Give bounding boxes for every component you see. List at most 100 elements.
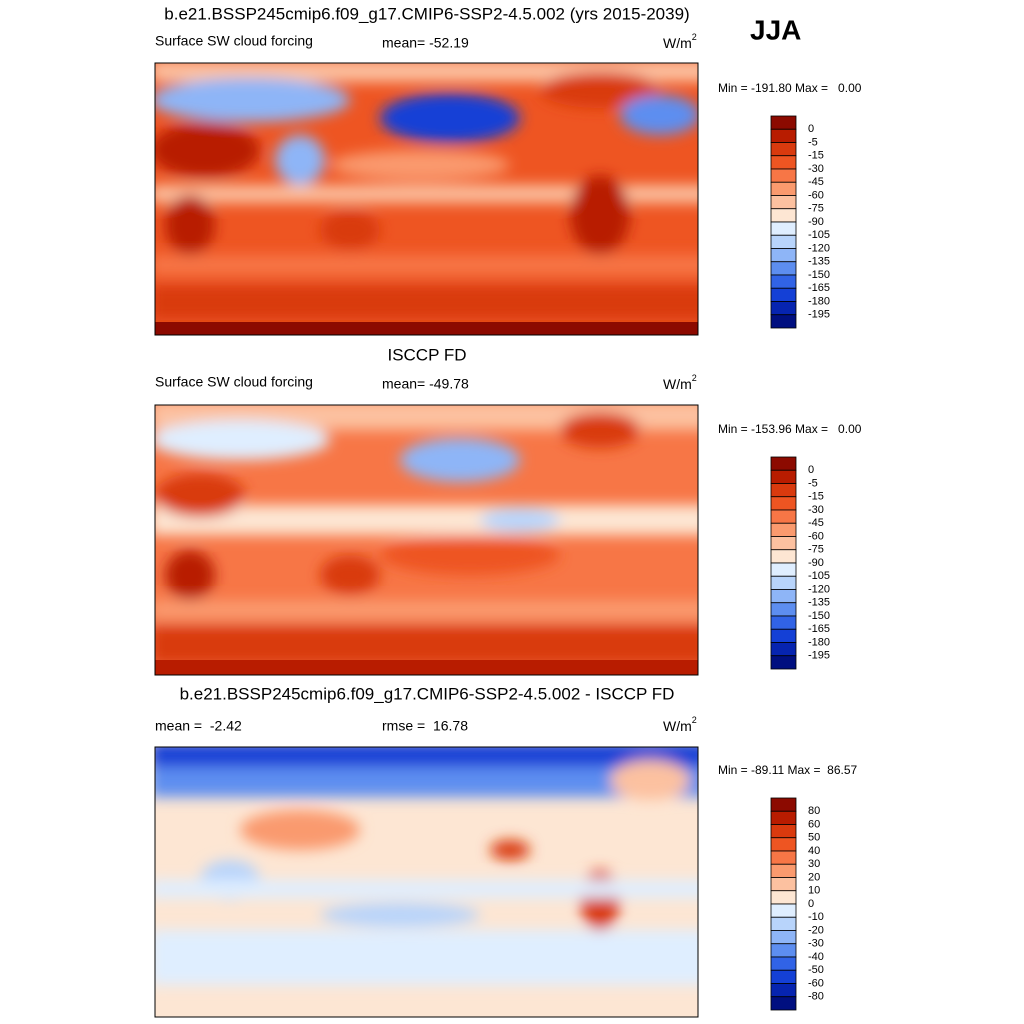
colorbar-box [770, 261, 797, 276]
colorbar-box [770, 969, 797, 984]
colorbar-label: -135 [808, 597, 830, 609]
colorbar-label: -90 [808, 557, 824, 569]
colorbar-label: -120 [808, 242, 830, 254]
colorbar-box [770, 903, 797, 918]
map [155, 747, 698, 1017]
colorbar-box [770, 996, 797, 1011]
colorbar-label: -165 [808, 623, 830, 635]
colorbar-box [770, 509, 797, 524]
center-label: mean= -52.19 [382, 35, 469, 51]
colorbar-label: 30 [808, 858, 820, 870]
left-label: Surface SW cloud forcing [155, 33, 313, 49]
colorbar-box [770, 128, 797, 143]
colorbar-label: -40 [808, 951, 824, 963]
colorbar-box [770, 655, 797, 670]
colorbar-box [770, 115, 797, 130]
colorbar-box [770, 890, 797, 905]
colorbar-box [770, 195, 797, 210]
colorbar-label: -30 [808, 504, 824, 516]
colorbar-label: 40 [808, 845, 820, 857]
colorbar-label: -75 [808, 544, 824, 556]
colorbar-label: -150 [808, 269, 830, 281]
colorbar-box [770, 562, 797, 577]
colorbar-box [770, 536, 797, 551]
colorbar-label: -120 [808, 583, 830, 595]
colorbar-box [770, 797, 797, 812]
colorbar-label: -180 [808, 636, 830, 648]
colorbar-box [770, 916, 797, 931]
colorbar-box [770, 602, 797, 617]
colorbar-label: -135 [808, 256, 830, 268]
colorbar-label: 20 [808, 871, 820, 883]
colorbar-label: -75 [808, 203, 824, 215]
colorbar-label: -15 [808, 150, 824, 162]
colorbar-label: -90 [808, 216, 824, 228]
colorbar-box [770, 208, 797, 223]
colorbar-box [770, 287, 797, 302]
units: W/m2 [663, 715, 697, 733]
colorbar-label: -105 [808, 229, 830, 241]
map-frame [154, 62, 699, 336]
panel-title: b.e21.BSSP245cmip6.f09_g17.CMIP6-SSP2-4.… [180, 684, 675, 703]
colorbar-label: -30 [808, 163, 824, 175]
colorbar-box [770, 983, 797, 998]
colorbar-box [770, 930, 797, 945]
colorbar-box [770, 314, 797, 329]
colorbar-box [770, 248, 797, 263]
colorbar-box [770, 642, 797, 657]
colorbar-label: 10 [808, 885, 820, 897]
units: W/m2 [663, 373, 697, 391]
colorbar-label: 0 [808, 123, 814, 135]
colorbar-label: -150 [808, 610, 830, 622]
colorbar-box [770, 956, 797, 971]
colorbar-label: 80 [808, 805, 820, 817]
colorbar-label: 0 [808, 464, 814, 476]
colorbar-box [770, 589, 797, 604]
left-label: mean = -2.42 [155, 718, 242, 734]
colorbar-box [770, 863, 797, 878]
colorbar-label: -20 [808, 924, 824, 936]
colorbar-box [770, 456, 797, 471]
map [155, 63, 698, 335]
colorbar-label: -50 [808, 964, 824, 976]
panel-title: b.e21.BSSP245cmip6.f09_g17.CMIP6-SSP2-4.… [164, 4, 689, 23]
colorbar-box [770, 943, 797, 958]
colorbar-box [770, 483, 797, 498]
units: W/m2 [663, 32, 697, 50]
colorbar-box [770, 234, 797, 249]
colorbar-box [770, 837, 797, 852]
colorbar-label: -180 [808, 295, 830, 307]
colorbar-label: -5 [808, 477, 818, 489]
colorbar-box [770, 824, 797, 839]
colorbar-label: -30 [808, 938, 824, 950]
colorbar-label: -45 [808, 517, 824, 529]
colorbar-box [770, 301, 797, 316]
colorbar-label: 60 [808, 818, 820, 830]
colorbar-box [770, 221, 797, 236]
colorbar-box [770, 142, 797, 157]
left-label: Surface SW cloud forcing [155, 374, 313, 390]
colorbar-box [770, 155, 797, 170]
colorbar-box [770, 810, 797, 825]
center-label: rmse = 16.78 [382, 718, 468, 734]
season-label: JJA [750, 14, 801, 45]
colorbar-box [770, 877, 797, 892]
colorbar-label: -195 [808, 309, 830, 321]
colorbar-label: -15 [808, 491, 824, 503]
colorbar-box [770, 522, 797, 537]
colorbar-label: -105 [808, 570, 830, 582]
colorbar-box [770, 181, 797, 196]
colorbar-label: -10 [808, 911, 824, 923]
colorbar-box [770, 549, 797, 564]
colorbar-box [770, 615, 797, 630]
colorbar-label: -60 [808, 530, 824, 542]
min-max: Min = -153.96 Max = 0.00 [718, 422, 862, 436]
colorbar-box [770, 850, 797, 865]
map-frame [154, 404, 699, 676]
colorbar-label: 0 [808, 898, 814, 910]
map [155, 405, 698, 675]
colorbar-label: -60 [808, 977, 824, 989]
colorbar-label: -195 [808, 650, 830, 662]
